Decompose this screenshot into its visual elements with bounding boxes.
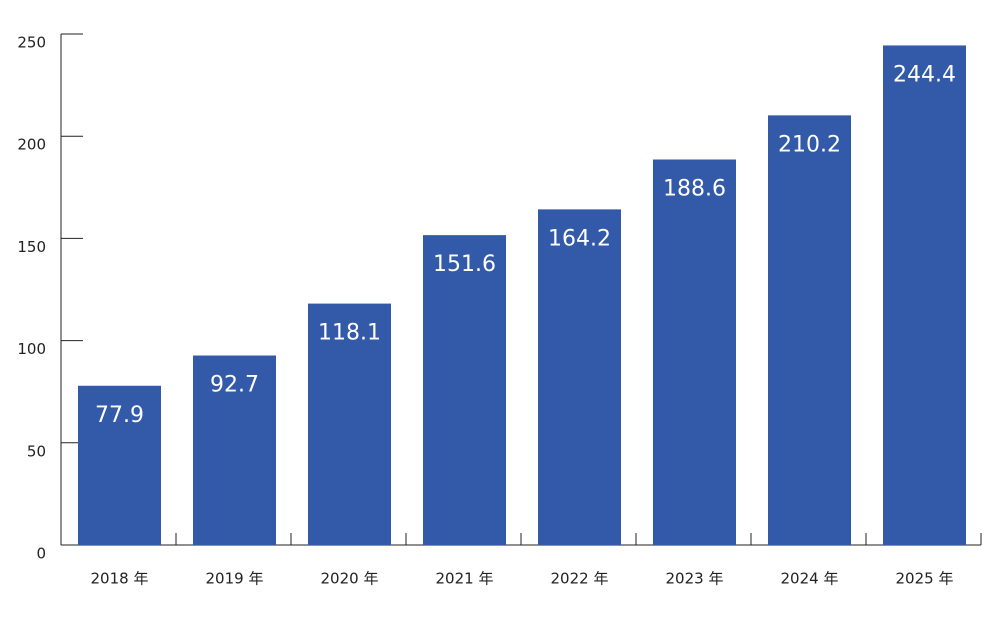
x-tick-label: 2024 年 [781, 570, 839, 588]
y-tick-label: 0 [36, 545, 46, 563]
bar [193, 355, 276, 545]
value-label: 118.1 [318, 321, 381, 346]
bar [883, 45, 966, 545]
value-label: 164.2 [548, 226, 611, 251]
x-tick-label: 2020 年 [321, 570, 379, 588]
x-tick-label: 2022 年 [551, 570, 609, 588]
y-tick-label: 250 [17, 34, 46, 52]
y-tick-label: 150 [17, 238, 46, 256]
bar [538, 209, 621, 546]
value-label: 151.6 [433, 252, 496, 277]
value-label: 92.7 [210, 373, 259, 398]
bar [768, 115, 851, 545]
value-label: 77.9 [95, 403, 144, 428]
y-tick-label: 200 [17, 136, 46, 154]
bar [308, 303, 391, 545]
value-label: 188.6 [663, 177, 726, 202]
x-tick-label: 2021 年 [436, 570, 494, 588]
value-label: 210.2 [778, 132, 841, 157]
x-tick-label: 2025 年 [896, 570, 954, 588]
bar [78, 385, 161, 545]
y-tick-label: 100 [17, 340, 46, 358]
x-tick-label: 2023 年 [666, 570, 724, 588]
bar [653, 159, 736, 546]
bar [423, 235, 506, 546]
x-tick-label: 2019 年 [206, 570, 264, 588]
y-tick-label: 50 [27, 442, 46, 460]
value-label: 244.4 [893, 62, 956, 87]
x-tick-label: 2018 年 [91, 570, 149, 588]
